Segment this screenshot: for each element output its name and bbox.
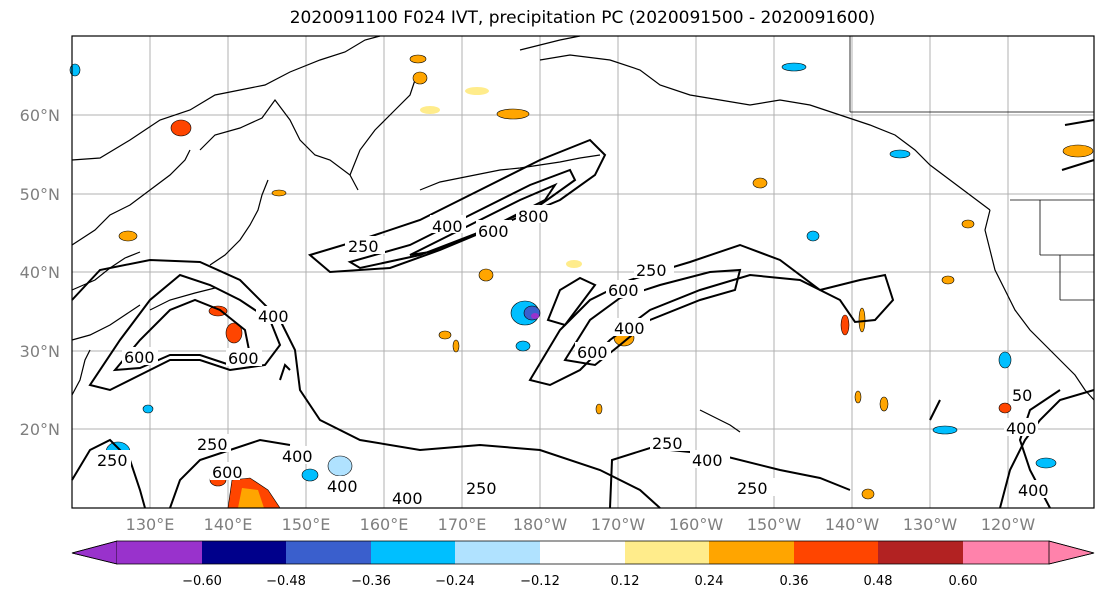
lat-label: 40°N <box>20 263 60 282</box>
colorbar-segment <box>202 541 286 564</box>
contour-label: 400 <box>258 307 289 326</box>
lon-label: 120°W <box>981 515 1036 534</box>
colorbar-segment <box>540 541 625 564</box>
colorbar-tick: −0.36 <box>351 574 391 589</box>
contour-label: 250 <box>197 435 228 454</box>
colorbar-tick: −0.12 <box>520 574 560 589</box>
contour-label: 250 <box>466 479 497 498</box>
contour-label: 800 <box>518 207 549 226</box>
lon-label: 130°E <box>126 515 175 534</box>
contour-label: 250 <box>348 237 379 256</box>
colorbar-segment <box>117 541 202 564</box>
contour-label: 600 <box>212 463 243 482</box>
lon-label: 180°W <box>513 515 568 534</box>
colorbar-tick: 0.12 <box>611 574 640 589</box>
colorbar-tick: 0.24 <box>695 574 724 589</box>
contour-label: 600 <box>577 343 608 362</box>
colorbar-segment <box>963 541 1049 564</box>
contour-label: 50 <box>1012 386 1032 405</box>
contour-label: 400 <box>282 447 313 466</box>
contour-label: 400 <box>614 319 645 338</box>
contour-label: 400 <box>432 217 463 236</box>
lon-label: 150°W <box>747 515 802 534</box>
colorbar-segment <box>455 541 540 564</box>
coastlines <box>71 35 1095 433</box>
lon-label: 140°W <box>825 515 880 534</box>
lon-label: 130°W <box>903 515 958 534</box>
colorbar-tick: 0.36 <box>780 574 809 589</box>
contour-label: 400 <box>1018 481 1049 500</box>
colorbar-segment <box>878 541 963 564</box>
colorbar-tick: 0.48 <box>864 574 893 589</box>
contour-label: 600 <box>608 281 639 300</box>
colorbar-segment <box>286 541 371 564</box>
colorbar-segment <box>794 541 878 564</box>
colorbar <box>71 540 1095 565</box>
contour-label: 250 <box>636 261 667 280</box>
colorbar-segment <box>371 541 455 564</box>
borders <box>849 36 1094 301</box>
contour-label: 400 <box>327 477 358 496</box>
map-title: 2020091100 F024 IVT, precipitation PC (2… <box>289 8 876 28</box>
colorbar-segment <box>625 541 709 564</box>
contour-label: 600 <box>228 349 259 368</box>
map-frame <box>71 35 1095 509</box>
contour-label: 600 <box>124 348 155 367</box>
lon-label: 170°W <box>591 515 646 534</box>
gridlines <box>72 36 1094 508</box>
contour-label: 400 <box>1006 419 1037 438</box>
colorbar-tick: −0.60 <box>182 574 222 589</box>
contour-label: 250 <box>97 451 128 470</box>
colorbar-segment <box>1048 540 1095 565</box>
contour-labels: 250 400 600 800 250 600 400 600 600 400 … <box>95 205 1050 508</box>
lat-label: 20°N <box>20 420 60 439</box>
latitude-labels: 60°N 50°N 40°N 30°N 20°N <box>20 106 60 439</box>
contour-label: 400 <box>692 451 723 470</box>
lon-label: 140°E <box>204 515 253 534</box>
contour-label: 400 <box>392 489 423 508</box>
lon-label: 170°E <box>438 515 487 534</box>
contour-label: 600 <box>478 222 509 241</box>
contour-label: 250 <box>737 479 768 498</box>
colorbar-tick: −0.48 <box>266 574 306 589</box>
longitude-labels: 130°E 140°E 150°E 160°E 170°E 180°W 170°… <box>126 515 1036 534</box>
colorbar-segment <box>71 540 118 565</box>
colorbar-ticks: −0.60 −0.48 −0.36 −0.24 −0.12 0.12 0.24 … <box>182 574 977 589</box>
colorbar-tick: 0.60 <box>949 574 978 589</box>
lat-label: 30°N <box>20 342 60 361</box>
lat-label: 50°N <box>20 185 60 204</box>
lat-label: 60°N <box>20 106 60 125</box>
colorbar-segment <box>709 541 794 564</box>
lon-label: 150°E <box>282 515 331 534</box>
lon-label: 160°W <box>669 515 724 534</box>
colorbar-tick: −0.24 <box>435 574 475 589</box>
lon-label: 160°E <box>360 515 409 534</box>
contour-label: 250 <box>652 434 683 453</box>
